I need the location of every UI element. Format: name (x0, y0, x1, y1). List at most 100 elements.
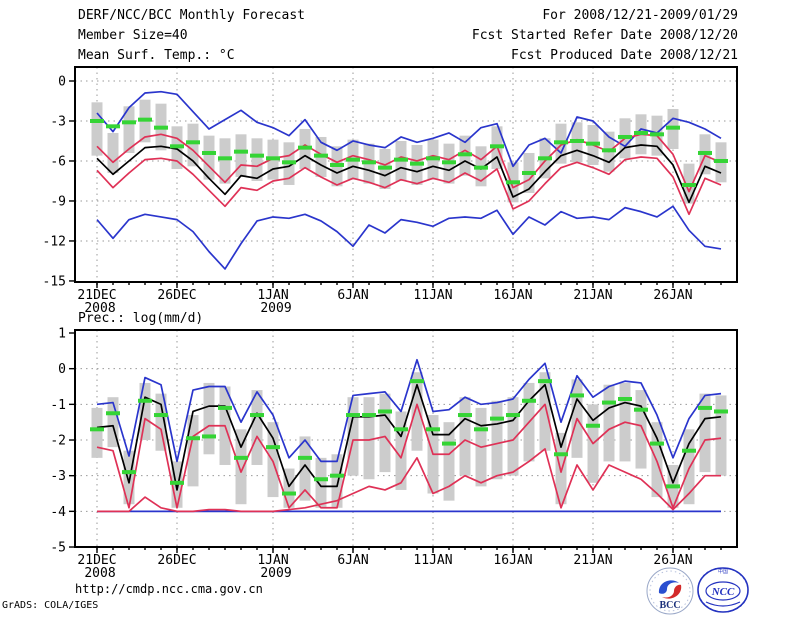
x-tick-label: 21JAN (573, 288, 612, 303)
climatology-dash (90, 427, 104, 432)
page-title: DERF/NCC/BCC Monthly Forecast (78, 8, 305, 23)
climatology-dash (346, 157, 360, 162)
spread-bar (283, 468, 295, 508)
series-ensemble-max (96, 358, 722, 463)
series-ensemble-max (96, 90, 722, 168)
spread-bar (379, 393, 391, 473)
climatology-dash (554, 140, 568, 145)
x-tick-label: 6JAN (337, 288, 368, 303)
climatology-dash (570, 138, 584, 143)
climatology-dash (138, 398, 152, 403)
series-ensemble-min (96, 205, 722, 270)
spread-bar (683, 429, 695, 505)
spread-bar (123, 450, 135, 505)
y-tick-label: -1 (50, 398, 66, 413)
climatology-dash (282, 160, 296, 165)
spread-bar (187, 123, 199, 167)
climatology-dash (698, 150, 712, 155)
climatology-dash (618, 134, 632, 139)
x-tick-label: 21JAN (573, 553, 612, 568)
climatology-dash (426, 427, 440, 432)
spread-bar (235, 134, 247, 177)
climatology-dash (346, 413, 360, 418)
climatology-dash (122, 470, 136, 475)
series-upper-quartile (96, 403, 722, 509)
member-size-label: Member Size=40 (78, 28, 188, 43)
climatology-dash (378, 165, 392, 170)
spread-bar (155, 393, 167, 451)
climatology-dash (234, 149, 248, 154)
climatology-dash (682, 448, 696, 453)
climatology-dash (378, 409, 392, 414)
spread-bar (491, 400, 503, 480)
climatology-dash (314, 153, 328, 158)
spread-bar (539, 372, 551, 451)
climatology-dash (602, 148, 616, 153)
x-tick-label: 21DEC (77, 553, 116, 568)
climatology-dash (186, 436, 200, 441)
spread-bar (363, 397, 375, 480)
climatology-dash (330, 162, 344, 167)
source-url: http://cmdp.ncc.cma.gov.cn (75, 582, 263, 596)
plot-frame (74, 329, 738, 548)
climatology-dash (106, 411, 120, 416)
bcc-ring-text (649, 570, 691, 612)
y-tick-label: -9 (50, 194, 66, 209)
spread-bar (443, 422, 455, 501)
x-tick-sublabel: 2009 (260, 566, 291, 581)
y-tick-label: -2 (50, 434, 66, 449)
spread-bar (251, 390, 263, 465)
climatology-dash (442, 441, 456, 446)
climatology-dash (698, 405, 712, 410)
climatology-dash (202, 150, 216, 155)
climatology-dash (186, 140, 200, 145)
climatology-dash (506, 180, 520, 185)
spread-bar (203, 135, 215, 180)
climatology-dash (602, 400, 616, 405)
climatology-dash (394, 427, 408, 432)
x-tick-label: 26JAN (653, 288, 692, 303)
series-upper-quartile (96, 133, 722, 193)
series-ensemble-mean (96, 383, 722, 491)
x-tick-sublabel: 2008 (84, 566, 115, 581)
climatology-dash (554, 452, 568, 457)
climatology-dash (298, 455, 312, 460)
spread-bar (347, 397, 359, 476)
spread-bar (395, 411, 407, 490)
spread-bar (459, 397, 471, 476)
y-tick-label: 0 (58, 362, 66, 377)
climatology-dash (154, 125, 168, 130)
spread-bar (507, 397, 519, 476)
climatology-dash (522, 398, 536, 403)
climatology-dash (218, 156, 232, 161)
spread-bar (331, 454, 343, 508)
y-tick-label: -3 (50, 469, 66, 484)
climatology-dash (170, 144, 184, 149)
climatology-dash (90, 118, 104, 123)
bcc-logo-label: BCC (659, 600, 680, 611)
climatology-dash (266, 445, 280, 450)
climatology-dash (250, 153, 264, 158)
climatology-dash (458, 152, 472, 157)
climatology-dash (490, 144, 504, 149)
series-lower-quartile (96, 156, 722, 216)
climatology-dash (570, 393, 584, 398)
climatology-dash (458, 413, 472, 418)
x-tick-label: 1JAN (257, 288, 288, 303)
climatology-dash (634, 407, 648, 412)
climatology-dash (474, 165, 488, 170)
climatology-dash (426, 156, 440, 161)
climatology-dash (442, 160, 456, 165)
x-tick-label: 1JAN (257, 553, 288, 568)
climatology-dash (538, 379, 552, 384)
climatology-dash (106, 124, 120, 129)
precip-variable-label: Prec.: log(mm/d) (78, 311, 204, 326)
y-tick-label: -4 (50, 505, 66, 520)
x-tick-label: 26DEC (157, 553, 196, 568)
climatology-dash (362, 413, 376, 418)
bcc-logo: BCC (646, 567, 694, 615)
climatology-dash (714, 158, 728, 163)
climatology-dash (394, 157, 408, 162)
refer-date-label: Fcst Started Refer Date 2008/12/20 (471, 28, 738, 43)
spread-bar (235, 429, 247, 505)
